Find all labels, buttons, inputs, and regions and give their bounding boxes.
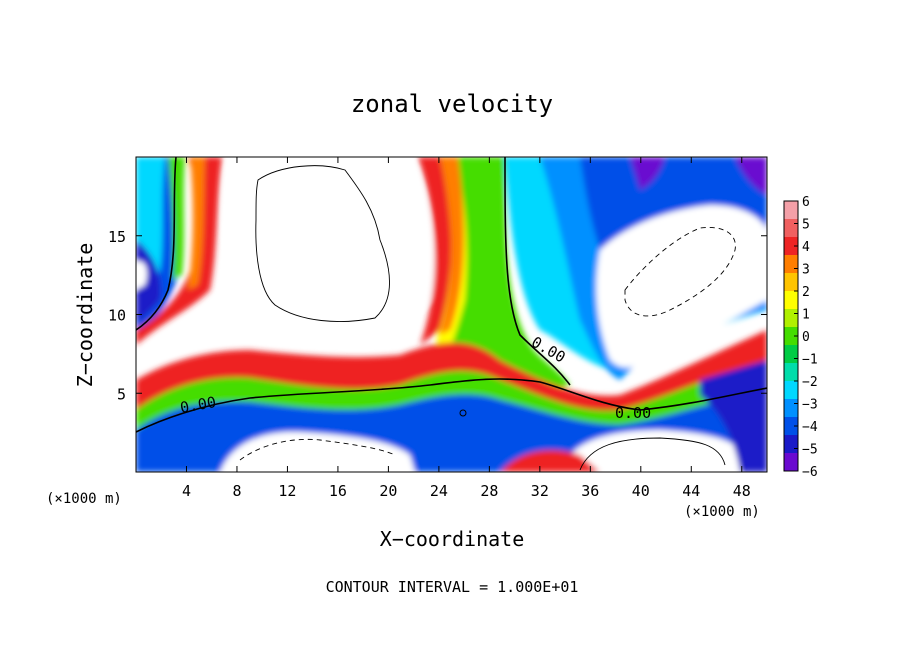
colorbar-swatch (784, 291, 798, 310)
x-tick-label: 24 (430, 482, 448, 500)
colorbar-swatch (784, 273, 798, 292)
colorbar-tick-label: 2 (802, 285, 810, 300)
colorbar-tick-label: 5 (802, 218, 810, 233)
top-right-purple-1 (630, 157, 665, 190)
colorbar-tick-label: −4 (802, 420, 818, 435)
zero-contour-main-lower (136, 378, 767, 433)
chart-title: zonal velocity (351, 90, 553, 118)
x-tick-label: 48 (733, 482, 751, 500)
negative-contour-upper-right (624, 227, 736, 317)
positive-contour-lower-right (579, 437, 726, 471)
colorbar-tick-label: −5 (802, 443, 818, 458)
bottom-right-blue (700, 360, 767, 472)
colorbar-swatch (784, 327, 798, 346)
plot-area: 0.00 0.00 0.00 4 8 12 16 20 24 28 32 36 40 44 48510… (108, 156, 768, 500)
colorbar-swatch (784, 237, 798, 256)
positive-contour-upper-left (255, 165, 390, 322)
colorbar-tick-label: 6 (802, 195, 810, 210)
central-jet-orange-edge (440, 157, 464, 335)
y-tick-label: 5 (117, 385, 126, 403)
bottom-white-pocket-left (220, 431, 415, 472)
colorbar-tick-label: −3 (802, 398, 818, 413)
x-tick-label: 44 (682, 482, 700, 500)
colorbar-tick-label: −2 (802, 375, 818, 390)
bottom-white-pocket-right (560, 430, 745, 472)
colorbar: 6 5 4 3 2 1 0 −1 −2 −3 −4 −5 −6 (783, 195, 818, 480)
zero-contour-central (504, 157, 571, 386)
contour-interval-note: CONTOUR INTERVAL = 1.000E+01 (326, 578, 579, 596)
y-axis-label: Z−coordinate (73, 243, 97, 388)
x-tick-label: 4 (182, 482, 191, 500)
colorbar-swatches (784, 201, 798, 472)
contour-label: 0.00 (179, 393, 218, 417)
left-blue-dark (136, 240, 161, 325)
colorbar-tick-label: −6 (802, 465, 818, 480)
colorbar-tick-label: 4 (802, 240, 810, 255)
colorbar-swatch (784, 219, 798, 238)
x-tick-label: 8 (232, 482, 241, 500)
colorbar-swatch (784, 363, 798, 382)
negative-contour-lower-left (239, 438, 396, 461)
colorbar-swatch (784, 255, 798, 274)
colorbar-swatch (784, 201, 798, 220)
contour-label: 0.00 (615, 404, 651, 422)
bottom-red-patch (500, 450, 600, 472)
x-tick-label: 32 (531, 482, 549, 500)
left-green-strip (168, 157, 185, 280)
colorbar-tick-label: 3 (802, 263, 810, 278)
top-right-purple-2 (735, 157, 767, 195)
colorbar-swatch (784, 453, 798, 472)
x-axis-label: X−coordinate (380, 527, 525, 551)
colorbar-tick-label: 0 (802, 330, 810, 345)
contour-lines (136, 157, 767, 471)
upper-right-white-region (596, 205, 767, 368)
left-orange-strip (188, 157, 205, 290)
colorbar-swatch (784, 309, 798, 328)
colorbar-labels: 6 5 4 3 2 1 0 −1 −2 −3 −4 −5 −6 (794, 195, 818, 480)
x-tick-label: 16 (329, 482, 347, 500)
x-tick-label: 28 (480, 482, 498, 500)
x-unit-right: (×1000 m) (684, 504, 760, 520)
colorbar-swatch (784, 435, 798, 454)
zero-contour-left-column (136, 157, 177, 331)
small-contour-loop (459, 409, 467, 417)
velocity-field: 0.00 0.00 0.00 (136, 157, 767, 472)
y-tick-label: 10 (108, 307, 126, 325)
colorbar-swatch (784, 345, 798, 364)
colorbar-tick-label: −1 (802, 353, 818, 368)
colorbar-tick-label: 1 (802, 308, 810, 323)
colorbar-swatch (784, 417, 798, 436)
x-tick-label: 40 (632, 482, 650, 500)
upper-left-white-region (224, 157, 434, 332)
left-white-notch (136, 261, 147, 290)
x-tick-label: 20 (379, 482, 397, 500)
x-tick-label: 36 (581, 482, 599, 500)
y-tick-label: 15 (108, 228, 126, 246)
colorbar-swatch (784, 381, 798, 400)
central-jet-red-edge (418, 157, 452, 345)
x-unit-left: (×1000 m) (46, 491, 122, 507)
x-tick-label: 12 (278, 482, 296, 500)
colorbar-swatch (784, 399, 798, 418)
